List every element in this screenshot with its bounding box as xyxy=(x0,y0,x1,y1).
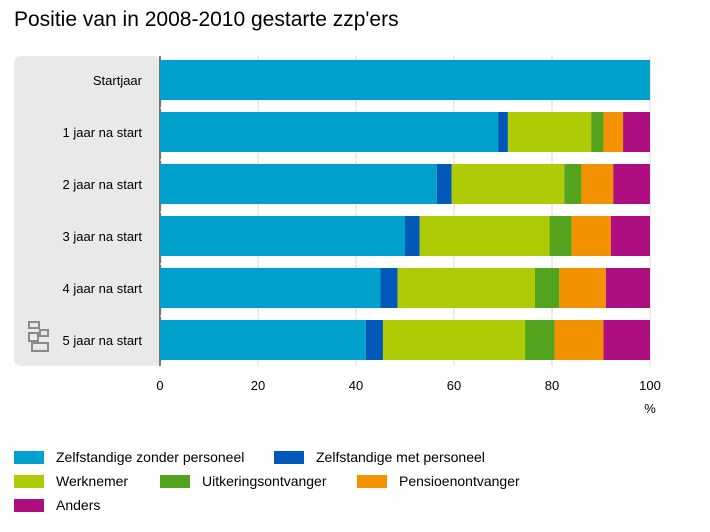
category-label: 1 jaar na start xyxy=(63,125,143,140)
bar-segment xyxy=(571,216,611,256)
bar-segment xyxy=(559,268,606,308)
chart-title: Positie van in 2008-2010 gestarte zzp'er… xyxy=(14,8,399,31)
x-tick-label: 80 xyxy=(545,378,559,393)
bar-segment xyxy=(610,216,650,256)
bar-segment xyxy=(160,268,381,308)
legend-label: Zelfstandige zonder personeel xyxy=(56,449,245,465)
category-label: 3 jaar na start xyxy=(63,229,143,244)
bar-segment xyxy=(603,112,624,152)
bar-segment xyxy=(160,112,499,152)
bar-segment xyxy=(160,320,366,360)
bar-segment xyxy=(160,216,405,256)
bar-segment xyxy=(397,268,535,308)
bar-segment xyxy=(525,320,555,360)
legend-swatch xyxy=(160,475,190,488)
legend-label: Uitkeringsontvanger xyxy=(202,473,327,489)
bar-segment xyxy=(405,216,420,256)
bar-segment xyxy=(160,164,437,204)
legend-label: Pensioenontvanger xyxy=(399,473,520,489)
legend-swatch xyxy=(14,499,44,512)
bar-segment xyxy=(623,112,650,152)
bar-segment xyxy=(605,268,650,308)
bar-segment xyxy=(591,112,604,152)
bar-segment xyxy=(380,268,398,308)
bar-segment xyxy=(554,320,604,360)
legend-swatch xyxy=(14,475,44,488)
legend-label: Anders xyxy=(56,497,101,513)
bar-segment xyxy=(160,60,650,100)
legend-label: Werknemer xyxy=(56,473,129,489)
x-tick-label: 40 xyxy=(349,378,363,393)
category-label: 5 jaar na start xyxy=(63,333,143,348)
bar-segment xyxy=(564,164,582,204)
bar-segment xyxy=(451,164,565,204)
bar-segment xyxy=(419,216,550,256)
bar-segment xyxy=(613,164,650,204)
bar-segment xyxy=(498,112,508,152)
x-tick-label: 100 xyxy=(639,378,661,393)
category-label: 4 jaar na start xyxy=(63,281,143,296)
x-tick-label: 0 xyxy=(156,378,163,393)
category-label: 2 jaar na start xyxy=(63,177,143,192)
bar-segment xyxy=(534,268,560,308)
bar-segment xyxy=(507,112,592,152)
bar-segment xyxy=(382,320,526,360)
legend-swatch xyxy=(357,475,387,488)
legend-swatch xyxy=(14,451,44,464)
x-tick-label: 60 xyxy=(447,378,461,393)
legend-swatch xyxy=(274,451,304,464)
bar-segment xyxy=(581,164,614,204)
bar-segment xyxy=(365,320,383,360)
category-label: Startjaar xyxy=(93,73,143,88)
legend-label: Zelfstandige met personeel xyxy=(316,449,485,465)
x-tick-label: 20 xyxy=(251,378,265,393)
cbs-logo xyxy=(28,321,49,352)
category-panel xyxy=(14,56,162,366)
bar-segment xyxy=(436,164,452,204)
x-axis-label: % xyxy=(644,401,656,416)
bar-segment xyxy=(603,320,650,360)
bar-segment xyxy=(549,216,572,256)
